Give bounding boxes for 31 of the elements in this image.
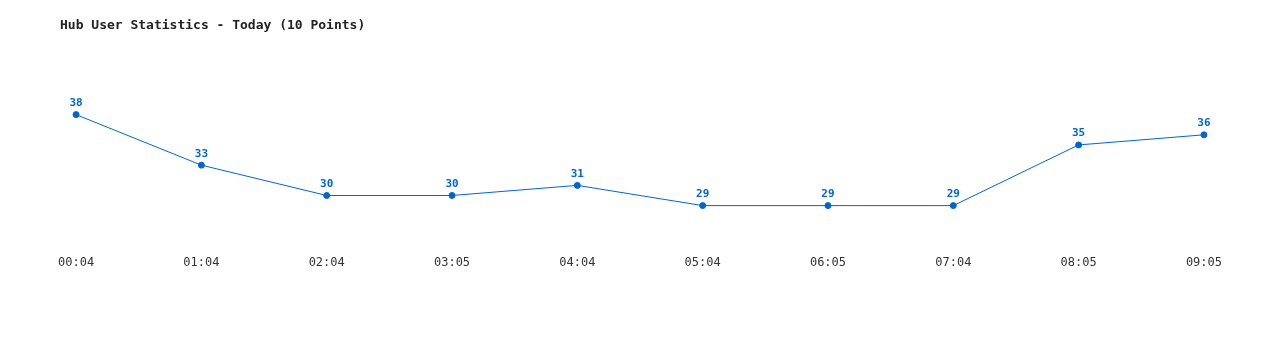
data-label: 29 — [696, 186, 710, 200]
data-label: 29 — [821, 186, 835, 200]
x-tick-label: 08:05 — [1060, 254, 1097, 269]
data-label: 31 — [570, 166, 585, 180]
point — [824, 202, 832, 210]
point — [1200, 131, 1208, 139]
data-label: 30 — [445, 176, 459, 190]
data-label: 33 — [194, 146, 209, 160]
x-tick-label: 03:05 — [433, 254, 471, 269]
x-tick-label: 09:05 — [1185, 254, 1222, 269]
x-tick-label: 06:05 — [809, 254, 847, 269]
chart-title: Hub User Statistics - Today (10 Points) — [60, 17, 366, 33]
point — [699, 202, 707, 210]
x-tick-label: 07:04 — [935, 254, 972, 269]
x-tick-label: 01:04 — [183, 254, 220, 269]
point — [72, 111, 80, 119]
point — [1075, 141, 1083, 149]
x-tick-label: 00:04 — [58, 254, 95, 269]
data-label: 29 — [946, 186, 960, 200]
data-label: 35 — [1071, 126, 1086, 140]
data-label: 36 — [1197, 116, 1211, 130]
point — [448, 191, 456, 199]
x-tick-label: 02:04 — [308, 254, 345, 269]
x-tick-label: 04:04 — [559, 254, 596, 269]
point — [573, 181, 581, 189]
point — [949, 202, 957, 210]
data-label: 30 — [320, 176, 334, 190]
point — [197, 161, 205, 169]
point — [323, 191, 331, 199]
x-tick-label: 05:04 — [684, 254, 721, 269]
data-label: 38 — [69, 95, 83, 109]
